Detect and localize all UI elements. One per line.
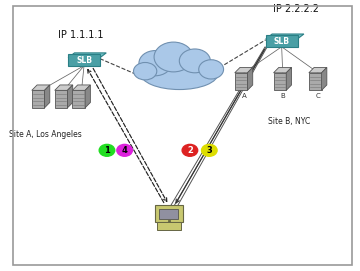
Text: SLB: SLB xyxy=(76,56,92,64)
FancyBboxPatch shape xyxy=(32,90,45,108)
FancyBboxPatch shape xyxy=(72,90,85,108)
Text: 1: 1 xyxy=(104,146,110,155)
Text: Site B, NYC: Site B, NYC xyxy=(267,117,310,126)
Circle shape xyxy=(99,144,115,156)
Polygon shape xyxy=(321,67,327,90)
Polygon shape xyxy=(67,85,73,108)
Polygon shape xyxy=(286,67,292,90)
Polygon shape xyxy=(68,53,106,58)
Polygon shape xyxy=(45,85,50,108)
Text: B: B xyxy=(280,93,285,99)
FancyBboxPatch shape xyxy=(155,205,183,222)
Text: 3: 3 xyxy=(206,146,212,155)
Ellipse shape xyxy=(179,49,210,73)
Polygon shape xyxy=(247,67,253,90)
FancyBboxPatch shape xyxy=(68,54,100,66)
FancyBboxPatch shape xyxy=(157,222,181,230)
Ellipse shape xyxy=(139,51,172,76)
Ellipse shape xyxy=(134,63,157,80)
Circle shape xyxy=(117,144,132,156)
Polygon shape xyxy=(32,85,50,90)
FancyBboxPatch shape xyxy=(159,209,178,219)
Polygon shape xyxy=(274,67,292,73)
Polygon shape xyxy=(72,85,90,90)
Circle shape xyxy=(202,144,217,156)
Ellipse shape xyxy=(140,57,218,89)
Polygon shape xyxy=(266,34,304,39)
Text: IP 1.1.1.1: IP 1.1.1.1 xyxy=(58,30,103,40)
Text: C: C xyxy=(316,93,320,99)
Text: IP 2.2.2.2: IP 2.2.2.2 xyxy=(273,4,319,14)
Polygon shape xyxy=(309,67,327,73)
Polygon shape xyxy=(85,85,90,108)
FancyBboxPatch shape xyxy=(309,73,321,90)
Polygon shape xyxy=(235,67,253,73)
Ellipse shape xyxy=(199,60,224,79)
Text: A: A xyxy=(242,93,246,99)
Ellipse shape xyxy=(154,42,193,72)
Text: SLB: SLB xyxy=(274,37,290,46)
Text: Site A, Los Angeles: Site A, Los Angeles xyxy=(9,130,82,139)
FancyBboxPatch shape xyxy=(235,73,247,90)
Text: 4: 4 xyxy=(122,146,127,155)
Text: 2: 2 xyxy=(187,146,193,155)
FancyBboxPatch shape xyxy=(274,73,286,90)
Polygon shape xyxy=(55,85,73,90)
Circle shape xyxy=(182,144,198,156)
FancyBboxPatch shape xyxy=(55,90,67,108)
FancyBboxPatch shape xyxy=(266,36,298,47)
